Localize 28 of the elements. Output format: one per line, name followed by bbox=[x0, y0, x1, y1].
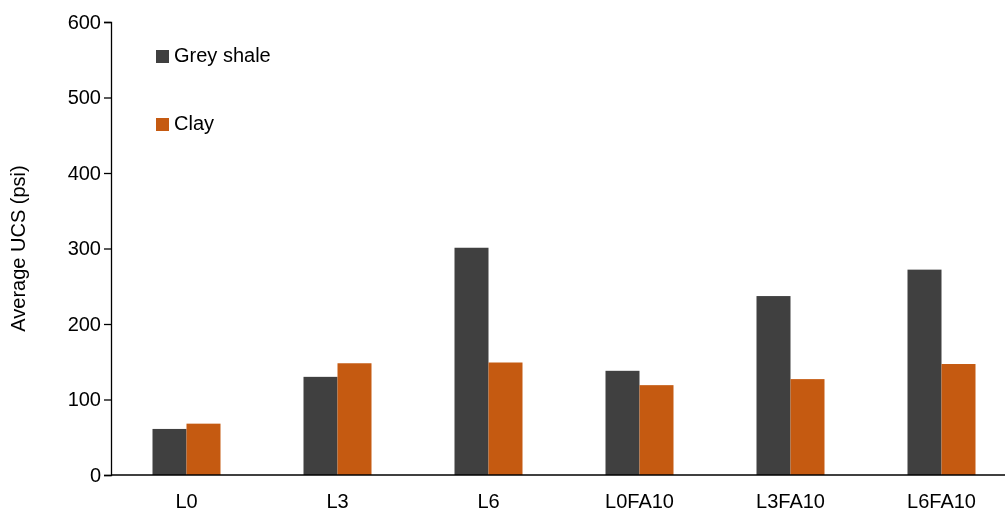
bar bbox=[337, 363, 372, 475]
x-tick-label: L0 bbox=[175, 490, 198, 512]
bar bbox=[152, 428, 187, 475]
bar bbox=[454, 247, 489, 475]
y-axis-title: Average UCS (psi) bbox=[7, 165, 29, 332]
y-tick-label: 500 bbox=[67, 86, 101, 109]
y-tick-label: 300 bbox=[67, 237, 101, 260]
y-tick-label: 0 bbox=[89, 463, 101, 486]
bar bbox=[907, 269, 942, 475]
x-tick-label: L3FA10 bbox=[756, 490, 825, 512]
bar bbox=[303, 376, 338, 475]
bar bbox=[790, 379, 825, 475]
y-tick-label: 400 bbox=[67, 161, 101, 184]
y-tick-label: 100 bbox=[67, 388, 101, 411]
x-tick-label: L0FA10 bbox=[605, 490, 674, 512]
x-tick-label: L6 bbox=[477, 490, 500, 512]
bar bbox=[605, 370, 640, 475]
bar bbox=[186, 423, 221, 475]
bar bbox=[941, 364, 976, 475]
x-tick-label: L3 bbox=[326, 490, 349, 512]
bar bbox=[639, 385, 674, 475]
y-tick-label: 600 bbox=[67, 10, 101, 33]
bar bbox=[756, 296, 791, 475]
legend-label: Clay bbox=[174, 112, 215, 134]
x-tick-label: L6FA10 bbox=[907, 490, 976, 512]
y-tick-label: 200 bbox=[67, 312, 101, 335]
legend-label: Grey shale bbox=[174, 44, 271, 66]
bar bbox=[488, 362, 523, 475]
